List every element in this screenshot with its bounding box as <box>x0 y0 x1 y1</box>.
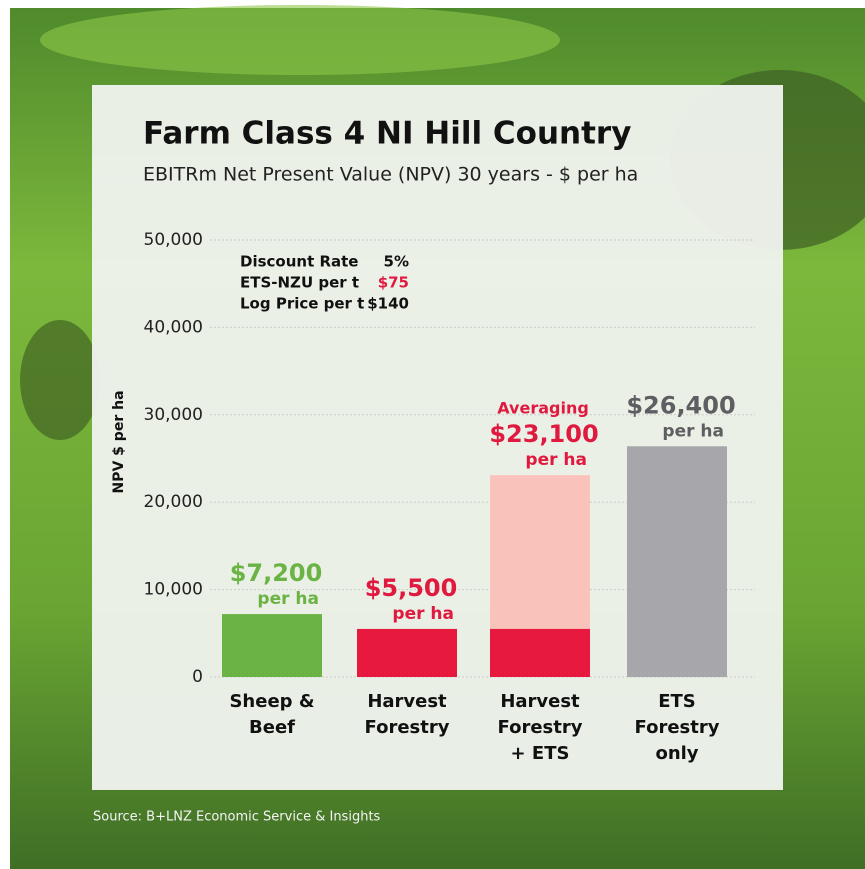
assumption-value: $75 <box>378 274 409 292</box>
x-tick-label: Harvest <box>367 691 447 712</box>
y-tick-label: 50,000 <box>144 230 203 250</box>
page: Farm Class 4 NI Hill Country EBITRm Net … <box>0 0 865 869</box>
assumption-label: Log Price per t <box>240 295 364 313</box>
bar <box>627 446 727 677</box>
assumption-label: Discount Rate <box>240 253 358 271</box>
unit-label: per ha <box>662 421 724 441</box>
unit-label: per ha <box>525 450 587 470</box>
value-label: $23,100 <box>489 420 598 448</box>
value-label: $26,400 <box>626 391 735 419</box>
chart: Farm Class 4 NI Hill Country EBITRm Net … <box>0 0 865 869</box>
x-tick-label: Forestry <box>365 717 450 738</box>
bar <box>357 629 457 677</box>
y-tick-label: 20,000 <box>144 492 203 512</box>
x-tick-label: Beef <box>249 717 295 738</box>
y-tick-label: 10,000 <box>144 580 203 600</box>
y-axis-label: NPV $ per ha <box>111 390 127 493</box>
x-tick-label: only <box>655 743 698 764</box>
assumption-label: ETS-NZU per t <box>240 274 359 292</box>
y-tick-label: 0 <box>192 667 203 687</box>
x-tick-label: Sheep & <box>229 691 314 712</box>
x-tick-label: Forestry <box>498 717 583 738</box>
unit-label: per ha <box>392 604 454 624</box>
assumption-value: 5% <box>384 253 409 271</box>
y-tick-label: 40,000 <box>144 317 203 337</box>
bar-segment <box>490 629 590 677</box>
x-tick-label: + ETS <box>511 743 570 764</box>
chart-title: Farm Class 4 NI Hill Country <box>143 116 631 152</box>
x-tick-label: ETS <box>658 691 696 712</box>
value-label: $7,200 <box>230 559 323 587</box>
x-tick-label: Harvest <box>500 691 580 712</box>
bar <box>222 614 322 677</box>
value-label: $5,500 <box>365 574 458 602</box>
label-prefix: Averaging <box>497 399 589 418</box>
source: Source: B+LNZ Economic Service & Insight… <box>93 810 381 825</box>
assumption-value: $140 <box>367 295 409 313</box>
chart-subtitle: EBITRm Net Present Value (NPV) 30 years … <box>143 164 638 186</box>
trees <box>20 320 100 440</box>
y-tick-label: 30,000 <box>144 405 203 425</box>
unit-label: per ha <box>257 589 319 609</box>
x-tick-label: Forestry <box>635 717 720 738</box>
hill <box>40 5 560 75</box>
